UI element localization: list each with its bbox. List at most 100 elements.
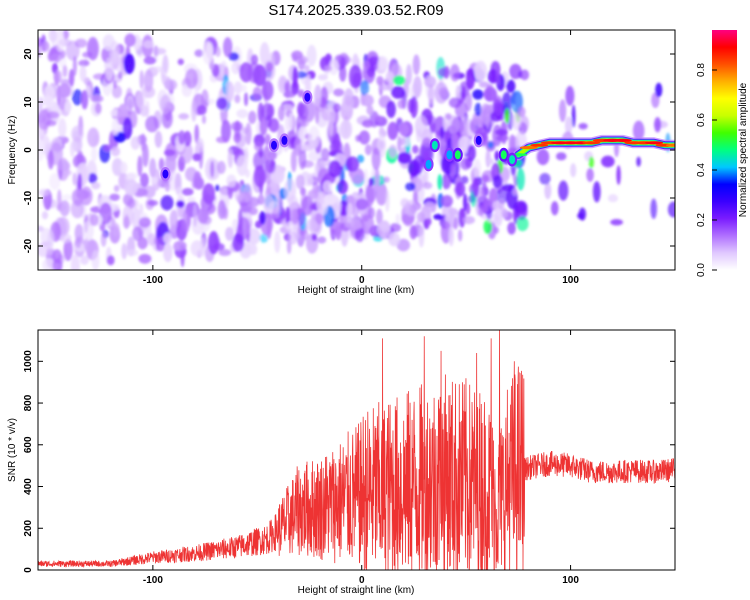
spectrogram-cell <box>196 105 207 116</box>
spectrogram-cell <box>512 112 522 131</box>
spectrogram-cell <box>227 148 234 169</box>
spectrogram-cell <box>564 116 573 135</box>
spectrogram-cell <box>164 181 171 192</box>
spectrogram-cell <box>377 220 391 239</box>
spectrogram-cell <box>361 94 374 107</box>
spectrogram-cell <box>57 189 62 211</box>
spectrogram-cell <box>290 149 297 173</box>
spectrogram-cell <box>501 91 512 115</box>
spectrogram-cell <box>483 86 498 102</box>
spectrogram-cell <box>228 52 240 62</box>
spectrogram-cell <box>38 96 43 112</box>
spectrogram-cell <box>284 178 297 203</box>
spectrogram-peak <box>431 140 438 150</box>
spectrogram-cell <box>457 229 463 242</box>
spectrogram-cell <box>392 75 406 86</box>
spectrogram-cell <box>94 102 102 114</box>
spectrogram-y-tick-label: -20 <box>23 238 34 253</box>
spectrogram-cell <box>371 147 381 171</box>
colorbar-label: Normalized spectral amplitude <box>738 82 749 217</box>
spectrogram-cell <box>100 232 107 247</box>
spectrogram-cell <box>501 208 508 219</box>
spectrogram-cell <box>350 168 365 185</box>
spectrogram-cell <box>388 144 398 158</box>
spectrogram-cell <box>358 130 370 145</box>
spectrogram-cell <box>539 172 551 185</box>
spectrogram-cell <box>70 199 84 219</box>
spectrogram-cell <box>215 46 221 58</box>
spectrogram-cell <box>138 253 152 264</box>
spectrogram-cell <box>47 230 54 250</box>
spectrogram-cell <box>250 54 259 65</box>
spectrogram-cell <box>142 40 155 49</box>
spectrogram-cell <box>314 103 320 124</box>
spectrogram-cell <box>135 90 146 109</box>
spectrogram-cell <box>70 140 78 151</box>
spectrogram-cell <box>407 98 415 114</box>
spectrogram-cell <box>536 148 550 166</box>
spectrogram-cell <box>215 184 220 192</box>
snr-y-tick-label: 1000 <box>23 350 34 373</box>
spectrogram-cell <box>162 54 169 74</box>
spectrogram-cell <box>291 50 303 60</box>
spectrogram-cell <box>68 68 75 87</box>
spectrogram-cell <box>376 208 383 226</box>
spectrogram-cell <box>71 125 84 143</box>
spectrogram-cell <box>265 62 274 72</box>
spectrogram-cell <box>460 157 472 171</box>
spectrogram-cell <box>140 172 149 188</box>
spectrogram-cell <box>314 84 322 107</box>
spectrogram-cell <box>42 258 57 270</box>
spectrogram-cell <box>494 150 500 162</box>
snr-plot-area <box>38 330 675 570</box>
snr-x-ticks: -100 0 100 <box>143 330 579 586</box>
spectrogram-cell <box>253 150 267 171</box>
spectrogram-cell <box>99 202 113 225</box>
spectrogram-cell <box>407 159 421 177</box>
colorbar-tick-label: 0.8 <box>696 63 707 77</box>
spectrogram-cell <box>90 146 98 162</box>
spectrogram-cell <box>512 187 518 196</box>
spectrogram-cell <box>132 226 143 241</box>
spectrogram-cell <box>636 156 641 167</box>
spectrogram-cell <box>243 183 252 203</box>
spectrogram-cell <box>333 88 345 97</box>
spectrogram-cell <box>632 120 645 142</box>
spectrogram-cell <box>223 37 233 58</box>
spectrogram-cell <box>483 219 492 235</box>
spectrogram-cell <box>109 193 120 202</box>
spectrogram-cell <box>484 113 491 128</box>
spectrogram-cell <box>578 207 587 221</box>
spectrogram-cell <box>414 115 429 138</box>
colorbar: 0.0 0.2 0.4 0.6 0.8 Normalized spectral ampl… <box>696 30 749 277</box>
spectrogram-cell <box>284 81 289 93</box>
spectrogram-cell <box>137 155 143 177</box>
spectrogram-cell <box>363 168 369 191</box>
spectrogram-cell <box>473 159 482 178</box>
spectrogram-cell <box>592 181 601 203</box>
spectrogram-cell <box>317 236 327 244</box>
spectrogram-cell <box>550 201 559 216</box>
spectrogram-y-tick-label: -10 <box>23 190 34 205</box>
spectrogram-cell <box>248 207 258 216</box>
spectrogram-cell <box>257 194 265 206</box>
spectrogram-cell <box>607 194 619 203</box>
spectrogram-cell <box>222 207 229 220</box>
spectrogram-cell <box>253 141 263 152</box>
spectrogram-cell <box>374 168 380 190</box>
spectrogram-cell <box>441 173 452 190</box>
spectrogram-cell <box>448 226 454 247</box>
snr-x-tick-label: 0 <box>359 575 365 586</box>
spectrogram-cell <box>259 233 269 243</box>
spectrogram-cell <box>245 169 250 178</box>
spectrogram-peaks <box>160 90 675 181</box>
spectrogram-x-label: Height of straight line (km) <box>298 285 415 296</box>
spectrogram-cell <box>364 144 372 156</box>
spectrogram-cell <box>74 38 88 48</box>
spectrogram-cell <box>360 80 370 96</box>
spectrogram-cell <box>516 167 525 191</box>
spectrogram-cell <box>388 232 400 247</box>
spectrogram-cell <box>601 155 615 168</box>
spectrogram-cell <box>433 213 444 220</box>
spectrogram-cell <box>84 237 90 251</box>
